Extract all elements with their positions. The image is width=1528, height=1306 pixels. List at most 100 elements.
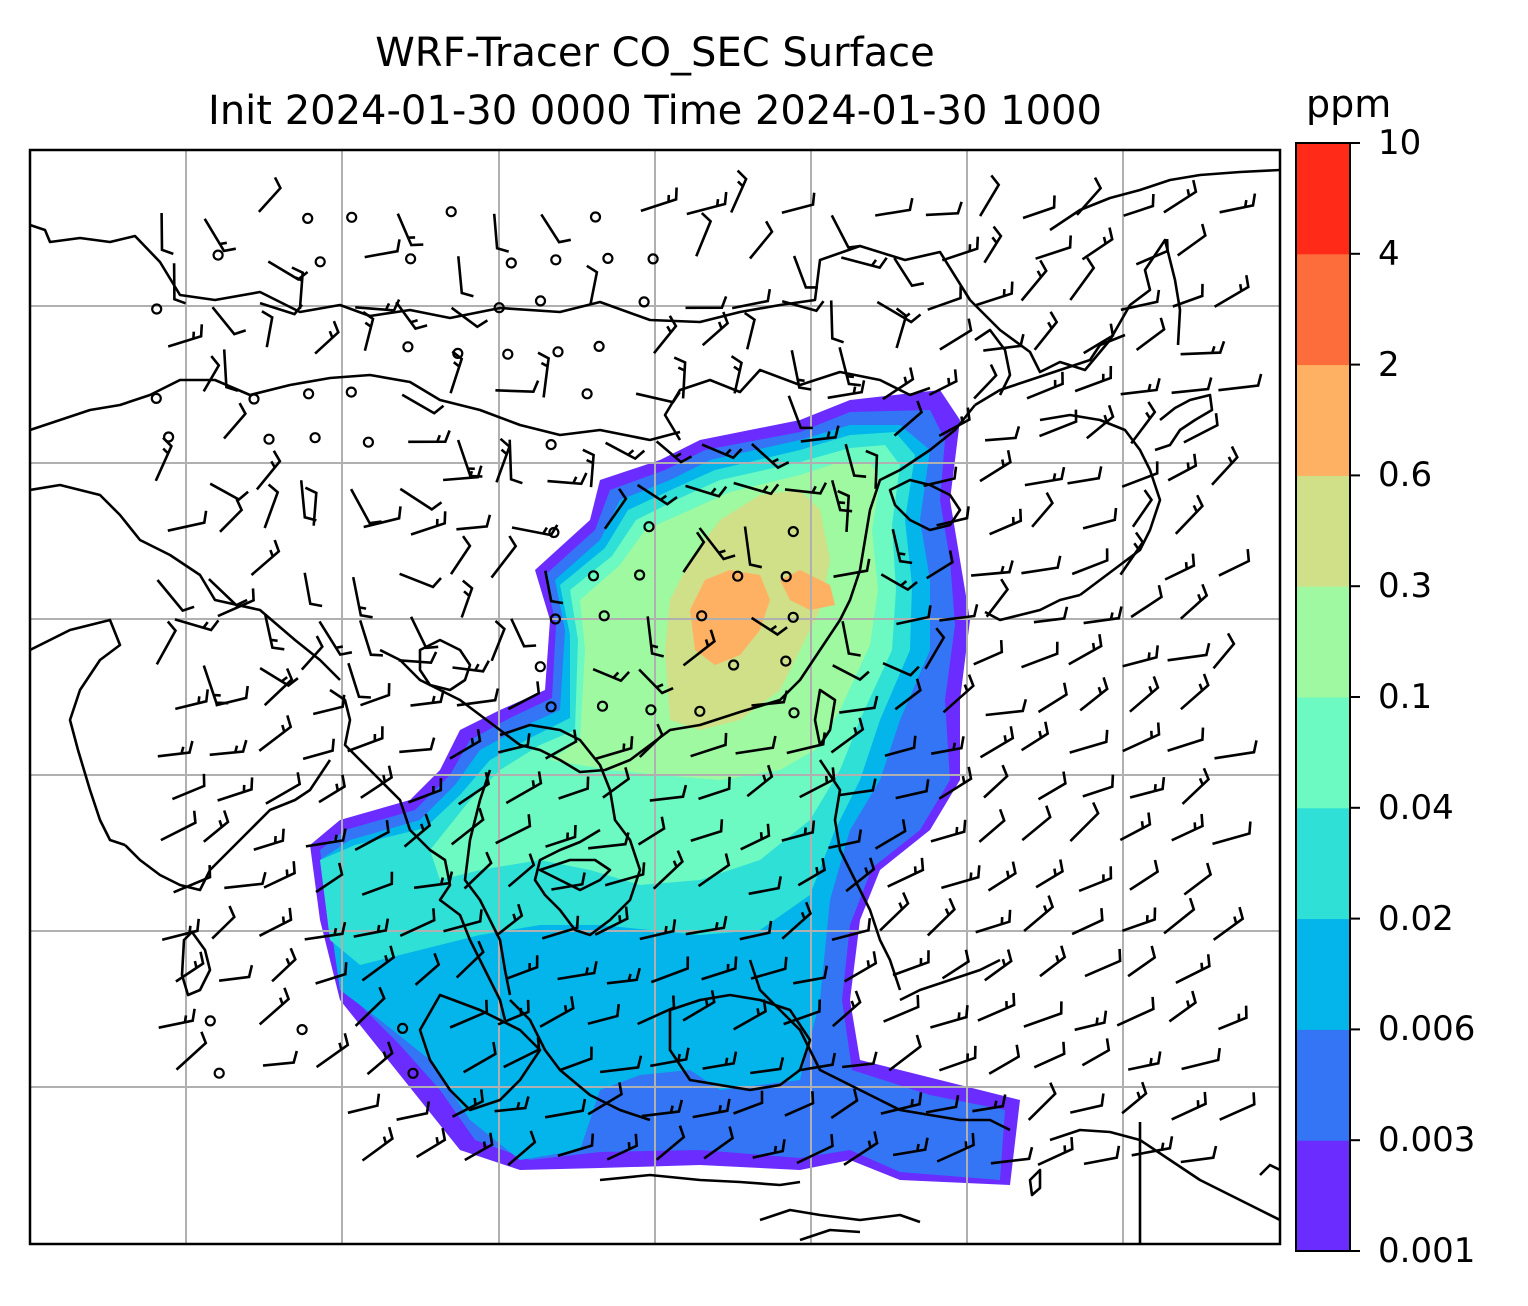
wind-barb xyxy=(970,560,1014,577)
wind-barb xyxy=(939,603,979,622)
wind-barb xyxy=(167,510,208,532)
wind-barb xyxy=(1171,377,1213,395)
wind-barb xyxy=(606,967,641,985)
colorbar-tick-label: 0.3 xyxy=(1378,566,1433,607)
calm-wind-marker xyxy=(151,303,163,315)
wind-barb xyxy=(1020,259,1048,302)
wind-barb xyxy=(838,346,861,387)
wind-barb xyxy=(557,960,598,981)
wind-barb xyxy=(695,212,713,257)
wind-barb xyxy=(1084,948,1122,978)
calm-wind-marker xyxy=(302,212,314,224)
wind-barb xyxy=(250,539,281,576)
calm-wind-marker xyxy=(263,433,275,445)
wind-barb xyxy=(1183,413,1219,444)
wind-barb xyxy=(1081,227,1114,261)
wind-barb xyxy=(882,367,915,401)
wind-barb xyxy=(203,218,237,253)
wind-barb xyxy=(262,1050,299,1067)
wind-barb xyxy=(354,820,390,852)
wind-barb xyxy=(697,853,731,888)
wind-barb xyxy=(685,295,728,310)
wind-barb xyxy=(259,666,299,688)
wind-barb xyxy=(978,174,1001,217)
colorbar-block xyxy=(1296,697,1350,809)
wind-barb xyxy=(650,1047,690,1068)
wind-barb xyxy=(347,726,384,753)
wind-barb xyxy=(1180,673,1210,711)
wind-barb xyxy=(1037,1137,1074,1166)
wind-barb xyxy=(979,450,1012,483)
wind-barb xyxy=(790,349,812,391)
wind-barb xyxy=(879,891,910,932)
wind-barb xyxy=(686,191,728,216)
calm-wind-marker xyxy=(213,1067,225,1079)
calm-wind-marker xyxy=(545,439,557,451)
wind-barb xyxy=(1020,721,1050,752)
wind-barb xyxy=(1083,323,1115,355)
calm-wind-marker xyxy=(445,206,457,218)
calm-wind-marker xyxy=(314,256,326,268)
calm-wind-marker xyxy=(150,392,162,404)
wind-barb xyxy=(215,685,249,707)
wind-barb xyxy=(497,733,531,754)
wind-barb xyxy=(222,349,239,393)
wind-barb xyxy=(925,201,963,217)
wind-barb xyxy=(743,526,763,569)
wind-barb xyxy=(407,778,443,804)
calm-wind-marker xyxy=(602,252,614,264)
wind-barb xyxy=(1078,866,1113,893)
wind-barb xyxy=(988,1044,1021,1075)
wind-barb xyxy=(831,918,872,941)
wind-barb xyxy=(1037,682,1068,714)
wind-barb xyxy=(926,550,954,580)
wind-barb xyxy=(202,810,230,843)
wind-barb xyxy=(682,990,716,1022)
wind-barb xyxy=(587,1082,623,1116)
wind-barb xyxy=(884,735,917,757)
calm-wind-marker xyxy=(633,569,646,581)
wind-barb xyxy=(652,850,684,890)
wind-barb xyxy=(733,1090,764,1115)
wind-barb xyxy=(1131,1136,1174,1157)
wind-barb xyxy=(989,508,1023,536)
wind-barb xyxy=(973,640,1004,666)
wind-barb xyxy=(291,266,305,310)
wind-barb xyxy=(781,820,816,842)
wind-barb xyxy=(263,483,280,529)
wind-barb xyxy=(358,620,383,657)
wind-barb xyxy=(828,829,863,850)
wind-barb xyxy=(258,907,293,937)
wind-barb xyxy=(603,488,628,530)
wind-barb xyxy=(638,723,664,758)
wind-barb xyxy=(449,728,482,760)
wind-barb xyxy=(451,1089,484,1118)
wind-barb xyxy=(457,771,491,806)
wind-barb xyxy=(701,956,738,981)
wind-barb xyxy=(1131,489,1154,528)
wind-barb xyxy=(507,853,536,888)
wind-barb xyxy=(983,764,1009,799)
wind-barb xyxy=(1068,634,1103,666)
wind-barb xyxy=(551,872,586,891)
colorbar-tick-label: 2 xyxy=(1378,344,1400,385)
wind-barb xyxy=(985,698,1028,717)
wind-barb xyxy=(558,776,590,800)
wind-barb xyxy=(559,1046,593,1072)
calm-wind-marker xyxy=(694,705,706,717)
wind-barb xyxy=(399,908,436,937)
wind-barb xyxy=(1039,945,1067,978)
wind-barb xyxy=(1219,193,1257,214)
wind-barb xyxy=(748,876,782,896)
wind-barb xyxy=(1074,365,1113,393)
wind-barb xyxy=(410,511,447,536)
wind-barb xyxy=(783,999,821,1026)
wind-barb xyxy=(975,909,1012,934)
wind-barb xyxy=(637,816,666,846)
calm-wind-marker xyxy=(407,1067,419,1079)
wind-barb xyxy=(637,995,676,1026)
wind-barb xyxy=(646,616,665,658)
wind-barb xyxy=(219,498,244,533)
wind-barb xyxy=(171,773,206,801)
wind-barb xyxy=(1181,1047,1221,1071)
